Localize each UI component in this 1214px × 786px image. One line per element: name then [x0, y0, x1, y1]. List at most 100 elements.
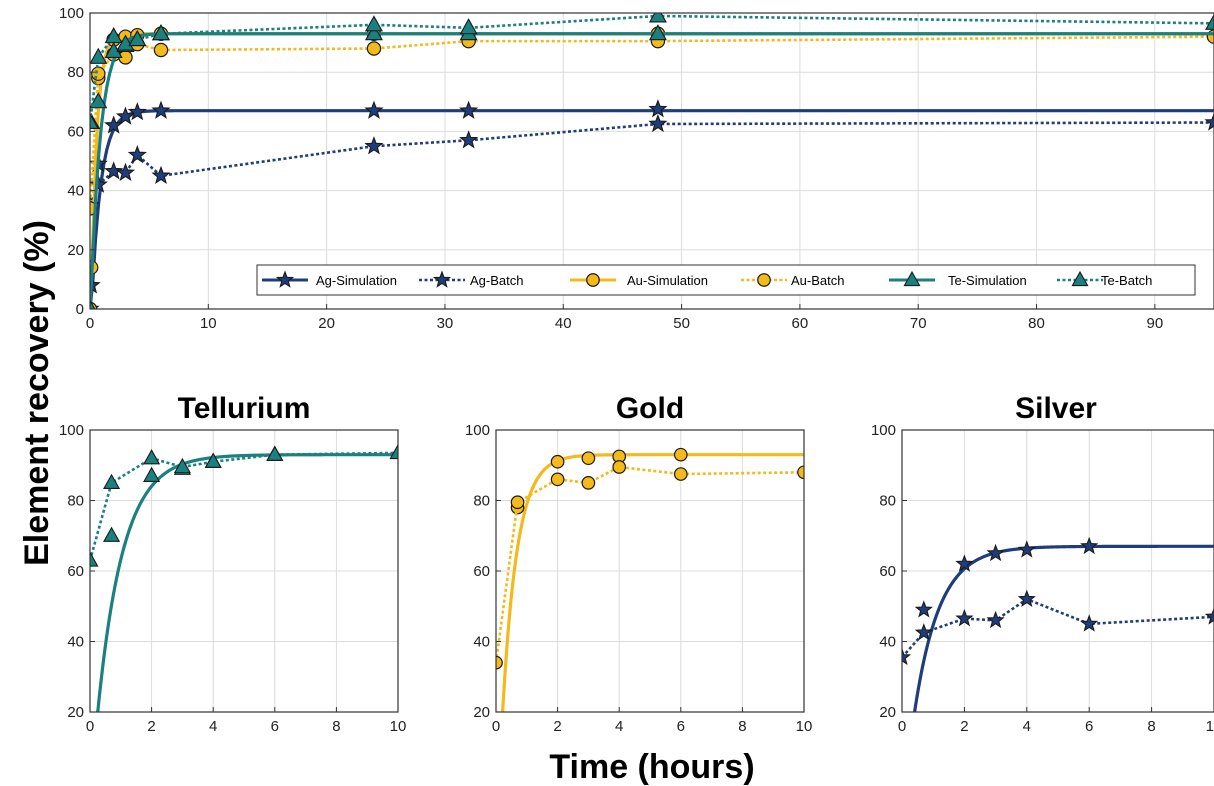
legend-marker-au-simulation	[586, 273, 600, 287]
data-point-te-batch	[143, 449, 161, 465]
data-point-te-simulation	[90, 299, 96, 309]
series-line-te-simulation	[90, 32, 1214, 309]
series-line-ag-simulation	[90, 109, 1214, 309]
data-point-te-batch	[204, 452, 222, 468]
data-point-ag-batch	[364, 136, 384, 155]
x-tick-label: 6	[271, 718, 279, 735]
data-point-te-batch	[364, 15, 383, 32]
series-layer	[90, 443, 398, 712]
y-tick-label: 100	[465, 422, 490, 439]
y-tick-label: 60	[67, 563, 84, 580]
legend: Ag-Simulation Ag-Batch Au-Simulation Au-Bat…	[256, 264, 1196, 296]
data-point-au-batch	[366, 41, 382, 56]
legend-marker-ag-simulation	[275, 270, 295, 288]
data-point-ag-simulation	[1080, 536, 1099, 555]
data-point-te-simulation	[90, 92, 108, 109]
x-tick-label: 10	[796, 718, 813, 735]
data-point-ag-simulation	[986, 543, 1005, 562]
x-tick-label: 8	[1147, 718, 1155, 735]
data-point-ag-simulation	[115, 106, 136, 125]
y-tick-label: 20	[473, 704, 490, 721]
series-line-ag-simulation	[912, 544, 1214, 712]
x-tick-label: 4	[1023, 718, 1031, 735]
x-tick-label: 10	[390, 718, 407, 735]
x-tick-label: 40	[555, 315, 572, 332]
x-axis-label: Time (hours)	[549, 748, 754, 786]
data-point-ag-simulation	[151, 100, 171, 119]
data-point-te-batch	[459, 18, 478, 35]
x-tick-label: 0	[898, 718, 906, 735]
data-point-au-simulation	[673, 447, 688, 462]
data-point-ag-batch	[127, 145, 147, 164]
data-point-te-batch	[151, 24, 171, 41]
y-tick-label: 80	[67, 493, 84, 510]
data-point-ag-simulation	[955, 554, 974, 572]
y-tick-label: 0	[76, 301, 84, 318]
x-tick-label: 8	[332, 718, 340, 735]
y-tick-label: 20	[879, 704, 896, 721]
data-point-te-batch	[104, 27, 123, 44]
x-tick-label: 0	[492, 718, 500, 735]
x-tick-label: 80	[1028, 315, 1045, 332]
y-tick-label: 40	[67, 183, 84, 200]
legend-entry-au-simulation: Au-Simulation	[627, 273, 708, 288]
data-point-au-simulation	[581, 451, 596, 466]
series-line-au-batch	[90, 35, 1214, 209]
data-point-te-batch	[90, 47, 108, 64]
series-layer	[90, 13, 1214, 309]
y-tick-label: 60	[67, 123, 84, 140]
data-point-ag-simulation	[648, 99, 668, 118]
series-line-te-batch	[90, 14, 1214, 123]
legend-entry-te-simulation: Te-Simulation	[948, 273, 1027, 288]
data-point-ag-batch	[1017, 589, 1036, 607]
y-tick-label: 40	[879, 634, 896, 651]
data-point-te-batch	[116, 34, 135, 51]
x-tick-label: 70	[910, 315, 927, 332]
data-point-te-batch	[173, 457, 191, 474]
data-point-au-batch	[612, 460, 627, 474]
data-point-ag-batch	[914, 623, 933, 641]
y-tick-label: 100	[871, 422, 896, 439]
data-point-te-batch	[266, 445, 284, 461]
x-tick-label: 30	[437, 315, 454, 332]
y-tick-label: 60	[473, 563, 490, 580]
series-layer	[902, 536, 1214, 712]
panel-title: Tellurium	[178, 392, 311, 425]
x-tick-label: 6	[677, 718, 685, 735]
data-point-ag-simulation	[914, 600, 933, 618]
data-point-ag-batch	[90, 174, 108, 193]
data-point-au-batch	[581, 476, 596, 490]
data-point-ag-batch	[1204, 112, 1214, 131]
axes-box	[89, 12, 1214, 310]
data-point-au-batch	[797, 465, 804, 480]
data-point-au-batch	[153, 42, 169, 58]
y-tick-label: 80	[473, 493, 490, 510]
y-tick-label: 40	[67, 634, 84, 651]
x-tick-label: 8	[738, 718, 746, 735]
data-point-ag-simulation	[1017, 540, 1036, 558]
plot-area	[90, 13, 1214, 309]
data-point-te-simulation	[143, 466, 161, 482]
legend-box	[256, 264, 1196, 296]
data-point-te-simulation	[364, 24, 383, 41]
x-tick-label: 4	[209, 718, 217, 735]
x-tick-label: 90	[1146, 315, 1163, 332]
data-point-au-batch	[510, 495, 525, 510]
x-tick-label: 10	[1206, 718, 1214, 735]
legend-marker-te-batch	[1071, 270, 1089, 287]
legend-entry-ag-batch: Ag-Batch	[470, 273, 523, 288]
x-tick-label: 10	[200, 315, 217, 332]
y-tick-label: 40	[473, 634, 490, 651]
panel-tellurium: 0 2 4 6 8 10 20 40 60 80 100 Tellurium	[59, 392, 406, 735]
data-point-ag-simulation	[104, 115, 124, 134]
x-tick-label: 60	[792, 315, 809, 332]
series-line-au-simulation	[501, 453, 804, 712]
panel-title: Gold	[616, 392, 684, 425]
data-point-ag-batch	[1204, 607, 1214, 625]
legend-marker-au-batch	[757, 273, 771, 287]
x-tick-label: 6	[1085, 718, 1093, 735]
data-point-ag-simulation	[364, 100, 384, 119]
data-point-ag-batch	[902, 647, 912, 666]
data-point-ag-batch	[1080, 614, 1099, 632]
legend-entry-te-batch: Te-Batch	[1101, 273, 1152, 288]
